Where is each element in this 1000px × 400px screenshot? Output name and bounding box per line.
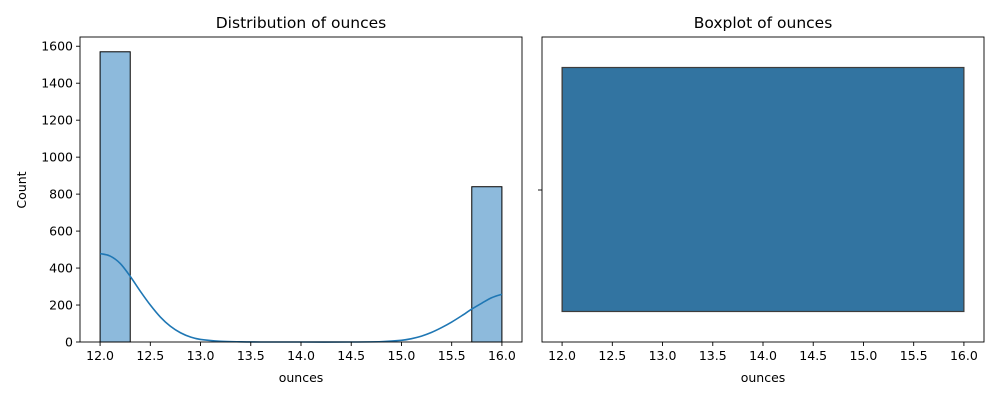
x-tick-label: 13.5	[699, 348, 727, 363]
y-tick-label: 1200	[41, 113, 73, 128]
boxplot-title: Boxplot of ounces	[694, 14, 833, 32]
histogram-y-ticks: 0 200 400 600 800 1000 1200 1400 1600	[41, 39, 80, 350]
histogram-title: Distribution of ounces	[216, 14, 387, 32]
histogram-bar	[471, 186, 503, 343]
x-tick-label: 12.0	[548, 348, 576, 363]
histogram-bar	[99, 51, 131, 343]
x-tick-label: 16.0	[950, 348, 978, 363]
x-tick-label: 12.0	[86, 348, 114, 363]
x-tick-label: 14.5	[799, 348, 827, 363]
x-tick-label: 15.0	[850, 348, 878, 363]
histogram-panel: Distribution of ounces 12.0 12.5 13.0 13.5 1…	[14, 14, 523, 385]
histogram-plot-frame	[79, 36, 523, 343]
histogram-y-axis-label: Count	[14, 171, 29, 208]
y-tick-label: 800	[49, 187, 73, 202]
x-tick-label: 15.5	[900, 348, 928, 363]
y-tick-label: 1400	[41, 76, 73, 91]
histogram-x-axis-label: ounces	[279, 370, 324, 385]
y-tick-label: 1000	[41, 150, 73, 165]
histogram-bars	[99, 51, 503, 343]
x-tick-label: 13.5	[237, 348, 265, 363]
x-tick-label: 13.0	[649, 348, 677, 363]
boxplot-panel: Boxplot of ounces 12.0 12.5 13.0 13.5 14.0 14…	[538, 14, 985, 385]
x-tick-label: 14.0	[749, 348, 777, 363]
y-tick-label: 1600	[41, 39, 73, 54]
x-tick-label: 16.0	[488, 348, 516, 363]
x-tick-label: 12.5	[136, 348, 164, 363]
y-tick-label: 0	[65, 335, 73, 350]
x-tick-label: 14.5	[337, 348, 365, 363]
x-tick-label: 12.5	[598, 348, 626, 363]
histogram-x-ticks: 12.0 12.5 13.0 13.5 14.0 14.5 15.0 15.5 16.0	[86, 342, 516, 363]
x-tick-label: 15.5	[438, 348, 466, 363]
boxplot-x-axis-label: ounces	[741, 370, 786, 385]
y-tick-label: 200	[49, 298, 73, 313]
y-tick-label: 400	[49, 261, 73, 276]
x-tick-label: 14.0	[287, 348, 315, 363]
x-tick-label: 15.0	[388, 348, 416, 363]
kde-curve	[99, 252, 503, 343]
x-tick-label: 13.0	[187, 348, 215, 363]
boxplot-box	[561, 66, 965, 313]
y-tick-label: 600	[49, 224, 73, 239]
boxplot-x-ticks: 12.0 12.5 13.0 13.5 14.0 14.5 15.0 15.5 16.0	[548, 342, 978, 363]
